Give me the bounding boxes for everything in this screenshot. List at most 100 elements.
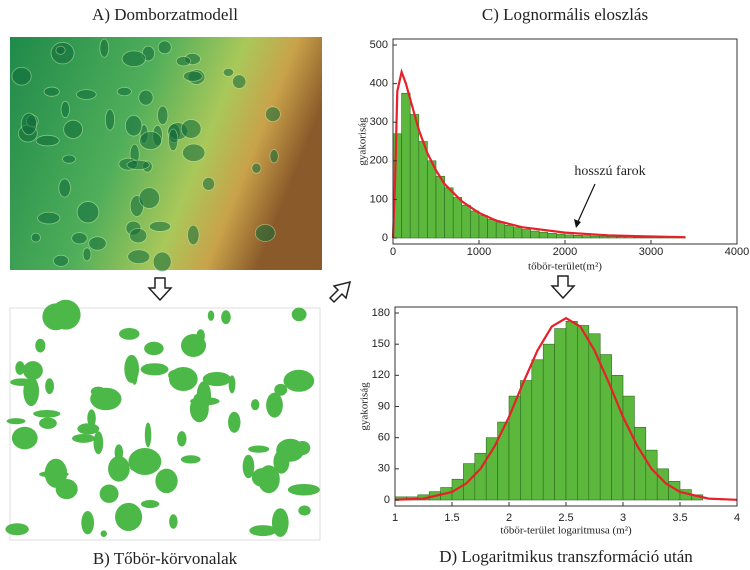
outline [108,456,130,482]
sinkhole [59,179,71,197]
x-tick-label: 4 [734,512,740,524]
bar [520,381,531,500]
bar [577,325,588,500]
sinkhole [183,71,202,81]
bar [532,360,543,500]
sinkhole [157,106,167,125]
x-tick-label: 2000 [553,246,577,258]
outline [42,303,69,330]
bar [634,237,643,238]
outline [5,523,28,535]
sinkhole [187,225,199,245]
sinkhole [125,115,142,136]
bar [565,235,574,238]
outline [248,446,269,453]
outline [23,361,43,380]
y-tick-label: 500 [370,39,388,51]
x-tick-label: 2.5 [558,512,573,524]
outline [292,308,307,322]
outline [141,363,169,375]
bar [574,235,583,238]
outline [181,455,201,463]
sinkhole [72,233,88,244]
outline [81,511,94,534]
outline [101,530,107,537]
bar [453,197,462,238]
bar [402,93,411,238]
sinkhole [182,144,205,161]
arrow [552,276,574,298]
outline [295,441,310,455]
sinkhole [158,41,171,54]
bar [522,230,531,238]
sinkhole [83,248,91,261]
bar [445,188,454,238]
sinkhole [139,188,160,209]
sinkhole [252,163,261,173]
bar [591,236,600,238]
outline [266,393,283,418]
outline [45,378,54,394]
sinkhole [117,87,131,95]
bar [419,142,428,239]
x-tick-label: 2 [506,512,512,524]
outline [203,372,231,386]
outline [273,450,289,474]
y-tick-label: 150 [372,338,390,350]
sinkhole [223,68,234,76]
sinkhole [31,233,40,242]
outline [100,485,119,503]
bar [646,450,657,500]
y-tick-label: 120 [372,369,390,381]
bar [410,114,419,238]
y-tick-label: 0 [382,232,388,244]
outline [119,328,140,340]
x-tick-label: 1000 [467,246,491,258]
y-axis-label: gyakoriság [357,117,369,166]
sinkhole [270,149,279,162]
bar [617,237,626,238]
sinkhole [53,255,68,266]
bar [634,427,645,500]
outline [228,412,240,433]
y-tick-label: 300 [370,116,388,128]
y-tick-label: 400 [370,78,388,90]
y-tick-label: 60 [378,432,390,444]
sinkhole [202,177,214,190]
outline [177,431,186,446]
sinkhole [105,109,114,130]
x-axis-label: tőbör-terület(m²) [528,261,602,273]
outline [115,503,142,531]
outline [144,342,164,355]
bar [513,228,522,238]
outline [56,479,78,499]
bar [531,231,540,238]
x-tick-label: 1.5 [444,512,459,524]
bar [498,422,509,500]
outline [145,422,151,447]
outline [124,355,139,383]
panel-title: B) Tőbör-körvonalak [93,549,238,568]
bar [566,321,577,500]
bar [462,205,471,238]
bar [599,236,608,238]
bar [543,344,554,500]
outline [141,500,159,508]
sinkhole [64,120,83,138]
sinkhole [140,132,162,150]
sinkhole [232,75,246,89]
outline [249,525,276,536]
y-tick-label: 0 [384,494,390,506]
bar [427,161,436,238]
outline [243,455,255,478]
outline [90,388,121,411]
bar [496,223,505,238]
sinkhole [181,119,201,138]
x-tick-label: 3.5 [672,512,687,524]
sinkhole [255,225,275,242]
outline [33,410,60,418]
sinkhole [44,87,59,96]
sinkhole [129,228,146,243]
outline [181,334,206,357]
outline [130,464,157,472]
